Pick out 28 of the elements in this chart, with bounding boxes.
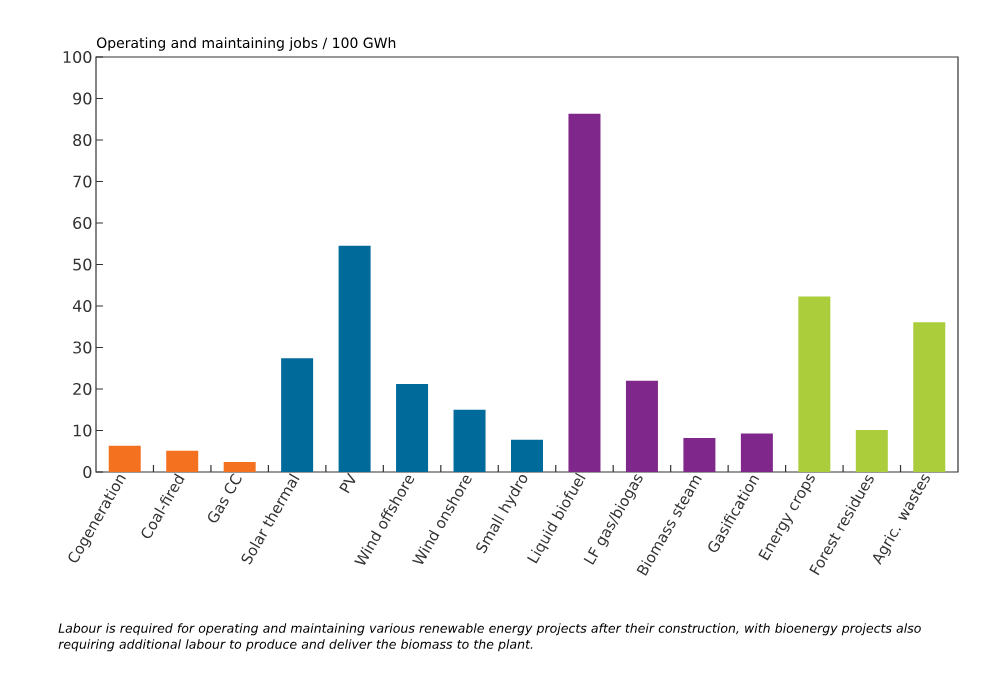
y-tick-label: 70: [73, 175, 92, 188]
bar: [223, 462, 256, 472]
bar: [568, 113, 601, 472]
y-tick-label: 40: [72, 299, 92, 313]
y-tick-label: 20: [73, 382, 92, 396]
bar: [396, 384, 429, 472]
y-tick-label: 10: [73, 424, 92, 437]
bar: [855, 430, 888, 472]
y-tick-label: 90: [73, 92, 92, 105]
y-tick-label: 60: [73, 216, 92, 230]
bar: [166, 450, 199, 472]
bar: [798, 296, 831, 472]
bar: [511, 439, 543, 472]
bar: [338, 245, 371, 472]
x-tick-label: PV: [339, 472, 356, 494]
bar: [108, 445, 141, 472]
bar: [683, 437, 716, 472]
y-tick-label: 30: [73, 341, 92, 354]
text: Labour is required for operating and maintaining various renewable energy projects after their construction, with bioenergy projects also requiring additional labour to produce and deliver the biomass to the plant.: [58, 623, 921, 652]
y-tick-label: 50: [73, 258, 92, 271]
y-tick-label: 80: [73, 133, 92, 147]
bar: [913, 322, 946, 472]
bar: [625, 380, 658, 472]
bar: [453, 409, 486, 472]
y-axis-title: Operating and maintaining jobs / 100 GWh: [96, 37, 396, 51]
y-tick-label: 100: [63, 50, 92, 64]
bar: [281, 358, 314, 472]
bar: [740, 433, 773, 472]
